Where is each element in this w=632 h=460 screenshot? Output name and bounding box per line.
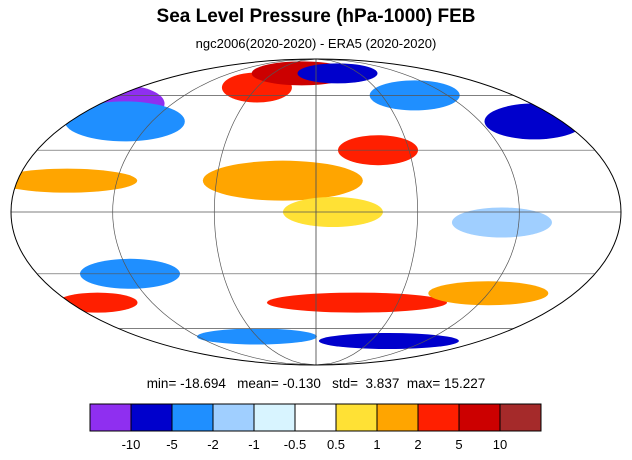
pressure-anomaly-region (11, 168, 138, 193)
pressure-anomaly-region (451, 207, 552, 238)
stat-max: 15.227 (444, 376, 486, 391)
longitude-line (315, 59, 419, 365)
colorbar-tick-label: -5 (166, 437, 178, 452)
pressure-anomaly-region (64, 101, 185, 142)
colorbar-tick-label: 0.5 (327, 437, 345, 452)
graticule (11, 59, 621, 365)
globe-outline (10, 58, 622, 366)
stat-mean-label: mean= (237, 376, 279, 391)
stat-std: 3.837 (365, 376, 400, 391)
stat-min: -18.694 (180, 376, 226, 391)
map-title: Sea Level Pressure (hPa-1000) FEB (156, 6, 476, 27)
colorbar-tick-label: 1 (373, 437, 380, 452)
colorbar-swatch (89, 403, 132, 432)
colorbar-swatch (130, 403, 173, 432)
colorbar-tick-label: -10 (122, 437, 141, 452)
stat-std-label: std= (332, 376, 359, 391)
pressure-anomaly-region (318, 332, 459, 349)
colorbar-swatch (294, 403, 337, 432)
pressure-anomaly-region (266, 292, 447, 313)
statistics-line: min= -18.694 mean= -0.130 std= 3.837 max… (0, 376, 632, 391)
colorbar-swatch (499, 403, 542, 432)
colorbar-swatch (253, 403, 296, 432)
colorbar-tick-label: 2 (414, 437, 421, 452)
map-subtitle: ngc2006(2020-2020) - ERA5 (2020-2020) (195, 36, 437, 51)
longitude-line (213, 59, 317, 365)
stat-min-label: min= (146, 376, 177, 391)
pressure-anomaly-region (297, 63, 378, 84)
colorbar-tick-label: 5 (455, 437, 462, 452)
pressure-anomaly-region (202, 160, 363, 201)
stat-max-label: max= (406, 376, 441, 391)
colorbar-tick-label: -2 (207, 437, 219, 452)
colorbar-swatch (458, 403, 501, 432)
colorbar-swatch (335, 403, 378, 432)
pressure-field (11, 59, 621, 365)
mollweide-map (10, 58, 622, 366)
colorbar-tick-label: 10 (493, 437, 507, 452)
longitude-line (112, 59, 317, 365)
colorbar-tick-label: -1 (248, 437, 260, 452)
colorbar-swatch (417, 403, 460, 432)
stat-mean: -0.130 (282, 376, 321, 391)
colorbar-swatch (376, 403, 419, 432)
colorbar-swatch (171, 403, 214, 432)
colorbar-swatch (212, 403, 255, 432)
colorbar-tick-label: -0.5 (284, 437, 306, 452)
longitude-line (315, 59, 520, 365)
